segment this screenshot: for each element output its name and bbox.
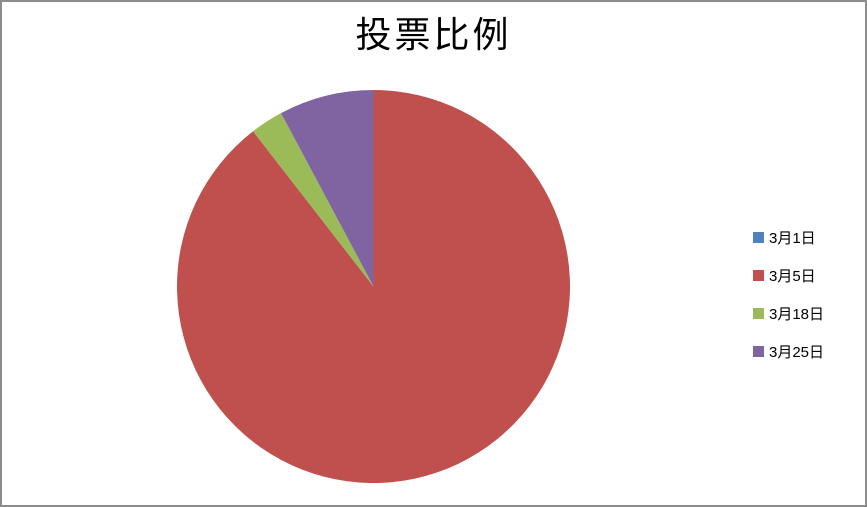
legend-item-2[interactable]: 3月5日 bbox=[753, 256, 824, 294]
legend-label: 3月25日 bbox=[769, 343, 825, 361]
pie-slice-4[interactable] bbox=[281, 90, 374, 287]
legend-swatch-icon bbox=[753, 345, 764, 357]
chart-title: 投票比例 bbox=[355, 15, 512, 55]
legend-swatch-icon bbox=[753, 231, 764, 243]
chart-legend: 3月1日 3月5日 3月18日 3月25日 bbox=[753, 218, 824, 370]
legend-swatch-icon bbox=[753, 307, 764, 319]
legend-item-1[interactable]: 3月1日 bbox=[753, 218, 824, 256]
pie-slice-3[interactable] bbox=[253, 113, 374, 287]
pie-chart bbox=[177, 90, 570, 483]
legend-label: 3月18日 bbox=[769, 305, 825, 323]
legend-label: 3月5日 bbox=[769, 267, 816, 285]
legend-label: 3月1日 bbox=[769, 229, 816, 247]
legend-item-3[interactable]: 3月18日 bbox=[753, 294, 824, 332]
pie-slice-2[interactable] bbox=[177, 90, 570, 483]
legend-item-4[interactable]: 3月25日 bbox=[753, 332, 824, 370]
legend-swatch-icon bbox=[753, 269, 764, 281]
